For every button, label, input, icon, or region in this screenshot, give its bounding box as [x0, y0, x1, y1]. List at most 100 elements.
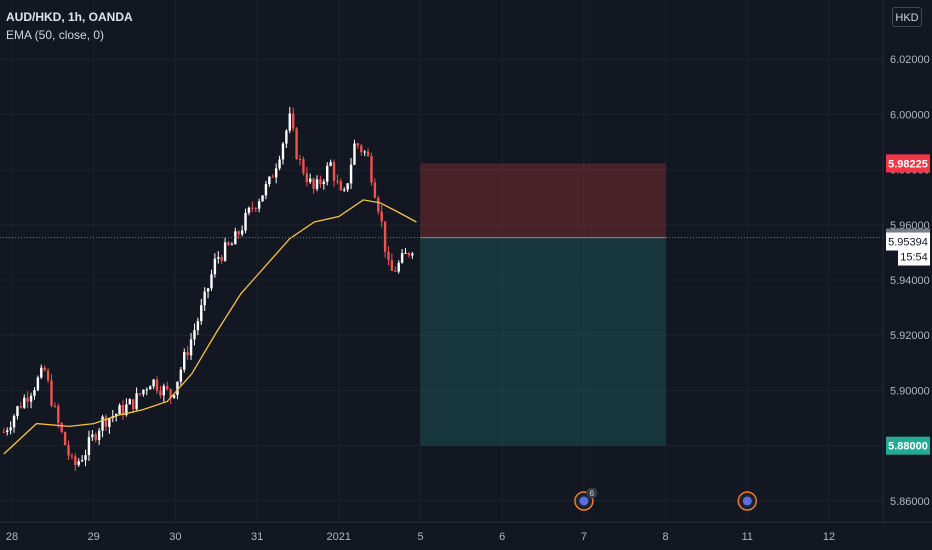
candle-up — [274, 163, 278, 184]
candle-down — [138, 392, 142, 397]
candle-down — [2, 428, 6, 433]
candle-body — [162, 385, 166, 396]
candle-down — [305, 166, 309, 187]
candle-down — [312, 177, 315, 194]
candle-down — [74, 453, 77, 471]
candle-body — [390, 260, 394, 271]
y-tick-label: 6.00000 — [890, 109, 930, 121]
event-count-badge — [586, 487, 598, 499]
candle-up — [36, 375, 40, 392]
candle-body — [404, 252, 407, 254]
candle-body — [237, 231, 240, 235]
countdown-label: 15:54 — [898, 247, 930, 266]
ema-indicator-label[interactable]: EMA (50, close, 0) — [6, 28, 105, 42]
candle-down — [70, 453, 74, 460]
ema-line — [3, 199, 417, 455]
candle-down — [53, 402, 57, 408]
globe-icon — [742, 496, 752, 506]
candle-up — [118, 403, 121, 415]
candle-body — [135, 393, 138, 410]
candle-body — [298, 158, 302, 160]
y-tick-label: 5.90000 — [890, 385, 930, 397]
candle-body — [339, 181, 343, 191]
candle-up — [288, 106, 291, 134]
candle-body — [329, 162, 332, 166]
symbol-title[interactable]: AUD/HKD, 1h, OANDA — [6, 10, 133, 24]
candle-down — [121, 400, 125, 420]
candle-up — [217, 251, 220, 264]
candle-up — [91, 430, 94, 441]
candle-up — [349, 158, 353, 189]
candle-up — [261, 195, 264, 202]
last-price-label-bg — [886, 232, 930, 251]
x-tick-label: 29 — [88, 531, 100, 543]
x-tick-label: 11 — [742, 531, 753, 543]
candle-down — [360, 143, 363, 156]
candle-body — [332, 162, 336, 181]
currency-button[interactable]: HKD — [892, 7, 922, 27]
candle-up — [162, 383, 166, 402]
candle-body — [206, 288, 210, 292]
candle-body — [155, 379, 159, 391]
candle-up — [264, 180, 268, 200]
last-price-label: 5.95394 — [886, 232, 930, 251]
candle-body — [244, 212, 247, 231]
candle-up — [326, 162, 329, 186]
candle-up — [404, 247, 407, 254]
candle-up — [77, 458, 80, 467]
candle-down — [19, 401, 23, 409]
candle-down — [302, 156, 305, 176]
candle-body — [230, 244, 234, 246]
candle-body — [108, 418, 111, 427]
candle-body — [251, 207, 254, 209]
candle-up — [329, 159, 332, 167]
x-tick-label: 5 — [417, 531, 423, 543]
candle-down — [43, 365, 46, 372]
candle-up — [210, 269, 213, 292]
candle-body — [380, 211, 383, 222]
candle-body — [70, 455, 74, 457]
candle-up — [87, 430, 91, 461]
candle-up — [322, 179, 326, 190]
candle-body — [189, 339, 193, 356]
candle-down — [319, 175, 322, 188]
candle-down — [26, 391, 29, 409]
candle-body — [183, 352, 186, 370]
stop-price-label-bg — [886, 154, 930, 173]
candle-up — [128, 398, 131, 405]
candle-up — [400, 249, 404, 264]
x-tick-label: 7 — [581, 531, 587, 543]
candle-body — [227, 242, 230, 245]
candle-down — [298, 154, 302, 166]
candle-body — [40, 367, 43, 378]
candle-body — [223, 242, 227, 261]
candle-body — [84, 455, 87, 461]
candle-body — [387, 251, 390, 261]
candle-body — [97, 430, 101, 441]
x-tick-label: 2021 — [327, 531, 351, 543]
candle-up — [9, 421, 12, 435]
x-tick-label: 30 — [169, 531, 181, 543]
last-price-label-text: 5.95394 — [888, 237, 928, 249]
candle-up — [200, 298, 203, 325]
candle-up — [193, 323, 196, 346]
candle-body — [295, 128, 298, 159]
candle-body — [274, 168, 278, 178]
candle-body — [2, 431, 6, 433]
chart-legend: AUD/HKD, 1h, OANDA EMA (50, close, 0) — [6, 8, 133, 44]
candle-body — [80, 460, 84, 462]
countdown-label-text: 15:54 — [900, 252, 928, 264]
candle-body — [50, 380, 53, 406]
take-profit-zone — [420, 237, 666, 446]
candle-body — [220, 257, 223, 261]
candle-body — [305, 173, 309, 183]
candle-body — [176, 381, 179, 396]
candle-body — [104, 416, 108, 427]
candle-body — [217, 257, 220, 259]
candle-down — [332, 159, 336, 188]
candle-down — [131, 399, 135, 414]
candle-down — [169, 388, 172, 404]
candle-up — [353, 139, 356, 166]
candle-up — [84, 449, 87, 467]
